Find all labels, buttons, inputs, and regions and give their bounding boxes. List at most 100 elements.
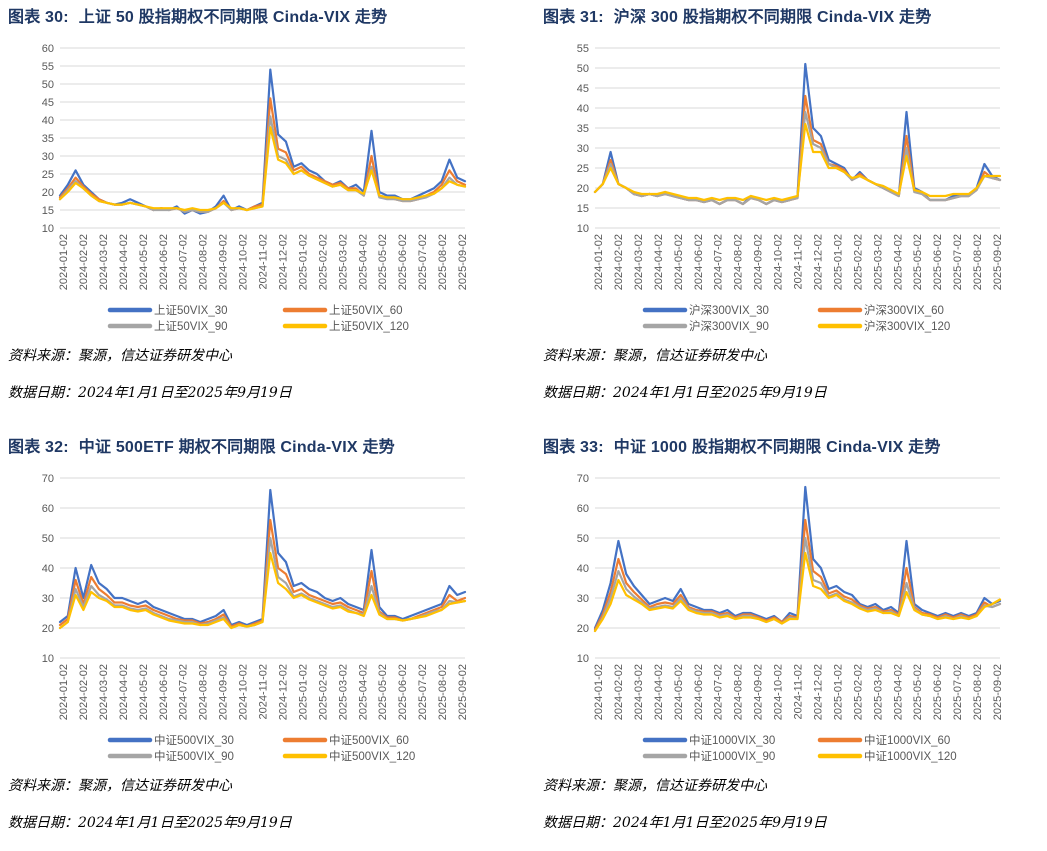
x-tick-label: 2025-06-02	[932, 664, 944, 720]
x-tick-label: 2025-07-02	[952, 664, 964, 720]
x-tick-label: 2024-07-02	[713, 664, 725, 720]
chart-title: 图表 33: 中证 1000 股指期权不同期限 Cinda-VIX 走势	[543, 433, 941, 457]
x-tick-label: 2024-03-02	[98, 234, 110, 290]
x-tick-label: 2025-06-02	[932, 234, 944, 290]
x-tick-label: 2025-09-02	[992, 664, 1004, 720]
x-tick-label: 2025-08-02	[972, 234, 984, 290]
x-tick-label: 2024-10-02	[773, 234, 785, 290]
x-tick-label: 2024-11-02	[793, 234, 805, 289]
x-tick-label: 2024-04-02	[653, 664, 665, 720]
x-tick-label: 2025-02-02	[852, 664, 864, 720]
x-tick-label: 2024-04-02	[118, 664, 130, 720]
y-tick-label: 25	[577, 163, 589, 175]
x-tick-label: 2024-04-02	[653, 234, 665, 290]
x-tick-label: 2025-08-02	[437, 664, 449, 720]
y-tick-label: 30	[42, 151, 54, 163]
x-tick-label: 2025-07-02	[952, 234, 964, 290]
x-tick-label: 2025-03-02	[337, 664, 349, 720]
x-tick-label: 2024-01-02	[58, 664, 70, 720]
x-tick-label: 2025-02-02	[317, 234, 329, 290]
x-tick-label: 2024-09-02	[753, 664, 765, 720]
date-note: 数据日期：2024年1月1日至2025年9月19日	[543, 815, 827, 831]
legend-label-vix-60: 沪深300VIX_60	[864, 303, 944, 317]
legend-label-vix-60: 中证1000VIX_60	[864, 734, 950, 747]
x-tick-label: 2024-07-02	[713, 234, 725, 290]
legend-label-vix-90: 沪深300VIX_90	[689, 319, 769, 333]
x-tick-label: 2024-08-02	[198, 234, 210, 290]
y-tick-label: 40	[577, 563, 589, 575]
x-tick-label: 2025-04-02	[892, 664, 904, 720]
series-line-vix-120	[58, 551, 467, 630]
x-tick-label: 2025-08-02	[972, 664, 984, 720]
x-tick-label: 2025-07-02	[417, 664, 429, 720]
legend-label-vix-60: 上证50VIX_60	[329, 304, 403, 317]
x-tick-label: 2025-09-02	[992, 234, 1004, 290]
x-tick-label: 2024-07-02	[178, 234, 190, 290]
date-note: 数据日期：2024年1月1日至2025年9月19日	[8, 815, 292, 831]
figure-number: 图表 31:	[543, 9, 604, 26]
y-tick-label: 15	[42, 205, 54, 217]
x-tick-label: 2024-03-02	[98, 664, 110, 720]
legend-label-vix-30: 中证1000VIX_30	[689, 734, 775, 747]
figure-title-text: 中证 1000 股指期权不同期限 Cinda-VIX 走势	[613, 439, 941, 456]
y-tick-label: 20	[42, 623, 54, 635]
x-tick-label: 2024-09-02	[753, 234, 765, 290]
y-tick-label: 55	[42, 61, 54, 73]
y-tick-label: 70	[42, 473, 54, 485]
x-tick-label: 2024-02-02	[78, 664, 90, 720]
x-tick-label: 2024-06-02	[158, 664, 170, 720]
legend-label-vix-30: 中证500VIX_30	[154, 734, 234, 747]
x-tick-label: 2024-02-02	[78, 234, 90, 290]
chart-title: 图表 31: 沪深 300 股指期权不同期限 Cinda-VIX 走势	[543, 3, 931, 27]
y-tick-label: 20	[577, 623, 589, 635]
y-tick-label: 40	[42, 563, 54, 575]
y-tick-label: 10	[42, 223, 54, 235]
chart-panel-33: 图表 33: 中证 1000 股指期权不同期限 Cinda-VIX 走势 10 20…	[535, 430, 1047, 851]
x-tick-label: 2024-09-02	[218, 234, 230, 290]
x-tick-label: 2024-01-02	[58, 234, 70, 290]
x-tick-label: 2024-12-02	[812, 664, 824, 720]
x-tick-label: 2025-06-02	[397, 664, 409, 720]
y-tick-label: 50	[42, 79, 54, 91]
x-tick-label: 2024-11-02	[258, 234, 270, 289]
x-tick-label: 2025-05-02	[912, 234, 924, 290]
y-tick-label: 30	[42, 593, 54, 605]
x-tick-label: 2025-09-02	[457, 664, 469, 720]
y-tick-label: 25	[42, 169, 54, 181]
x-tick-label: 2025-09-02	[457, 234, 469, 290]
x-tick-label: 2025-08-02	[437, 234, 449, 290]
x-tick-label: 2024-06-02	[693, 664, 705, 720]
legend-label-vix-90: 中证500VIX_90	[154, 750, 234, 763]
x-tick-label: 2024-10-02	[773, 664, 785, 720]
date-note: 数据日期：2024年1月1日至2025年9月19日	[543, 385, 827, 401]
x-tick-label: 2024-06-02	[158, 234, 170, 290]
chart-title: 图表 32: 中证 500ETF 期权不同期限 Cinda-VIX 走势	[8, 433, 395, 457]
legend-label-vix-120: 沪深300VIX_120	[864, 319, 950, 333]
legend-label-vix-90: 上证50VIX_90	[154, 320, 228, 333]
x-tick-label: 2024-07-02	[178, 664, 190, 720]
y-tick-label: 60	[42, 503, 54, 515]
figure-title-text: 沪深 300 股指期权不同期限 Cinda-VIX 走势	[613, 9, 932, 26]
x-tick-label: 2024-02-02	[613, 664, 625, 720]
y-tick-label: 60	[42, 43, 54, 55]
x-tick-label: 2025-05-02	[912, 664, 924, 720]
x-tick-label: 2024-10-02	[238, 664, 250, 720]
x-tick-label: 2025-04-02	[357, 664, 369, 720]
x-tick-label: 2025-04-02	[357, 234, 369, 290]
x-tick-label: 2024-12-02	[812, 234, 824, 290]
y-tick-label: 35	[42, 133, 54, 145]
chart-panel-31: 图表 31: 沪深 300 股指期权不同期限 Cinda-VIX 走势 10 15 2…	[535, 0, 1047, 421]
x-tick-label: 2024-10-02	[238, 234, 250, 290]
vix-line-chart: 10 15 20 25 30 35 40 45 50 55 2024-01-02 2024-02-02…	[577, 43, 1004, 333]
x-tick-label: 2024-09-02	[218, 664, 230, 720]
x-tick-label: 2024-03-02	[633, 664, 645, 720]
x-tick-label: 2025-03-02	[872, 234, 884, 290]
x-tick-label: 2024-11-02	[258, 664, 270, 719]
figure-number: 图表 30:	[8, 9, 69, 26]
vix-line-chart: 10 20 30 40 50 60 70 2024-01-02 2024-02-02 2024-0…	[42, 473, 469, 763]
x-tick-label: 2025-06-02	[397, 234, 409, 290]
figure-title-text: 中证 500ETF 期权不同期限 Cinda-VIX 走势	[78, 439, 395, 456]
legend-label-vix-120: 中证500VIX_120	[329, 750, 415, 763]
x-tick-label: 2024-01-02	[593, 664, 605, 720]
x-tick-label: 2024-05-02	[138, 664, 150, 720]
